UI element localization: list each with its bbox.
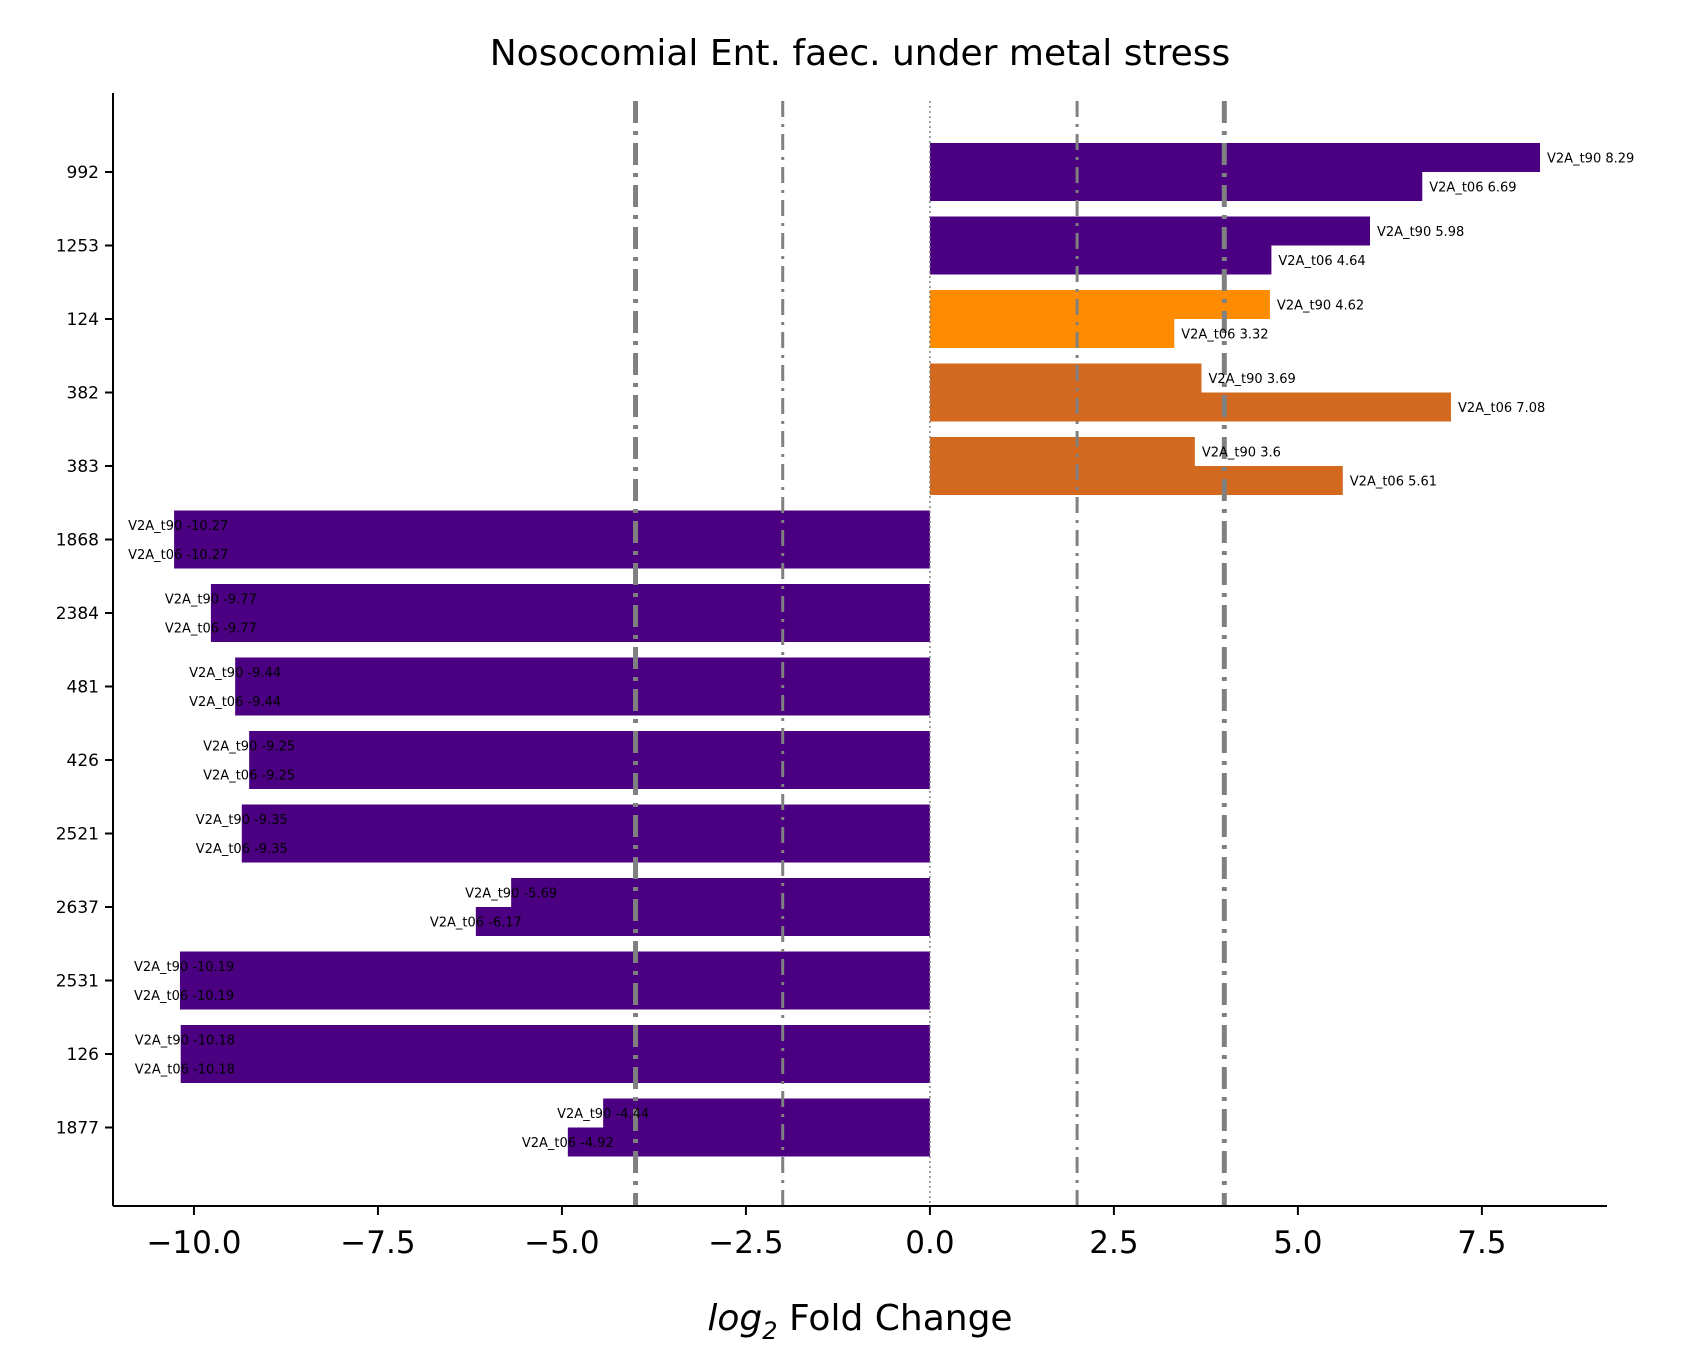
bar-label-2531-V2A_t90: V2A_t90 -10.19 [134,960,234,975]
bar-2637-V2A_t06 [475,907,930,936]
bar-992-V2A_t06 [929,172,1423,201]
bar-label-382-V2A_t90: V2A_t90 3.69 [1208,372,1295,387]
x-tick-label-3: −2.5 [708,1225,783,1261]
x-tick-label-2: −5.0 [524,1225,599,1261]
bar-383-V2A_t06 [929,466,1343,495]
bar-124-V2A_t06 [929,319,1175,348]
y-tick-label-426: 426 [67,751,99,771]
bar-label-2521-V2A_t06: V2A_t06 -9.35 [196,842,288,857]
bar-2384-V2A_t06 [210,613,930,642]
bar-383-V2A_t90 [929,437,1195,466]
plot-area: V2A_t90 8.29 V2A_t06 6.69 V2A_t90 5.98 V2A_… [128,101,1634,1206]
bar-1868-V2A_t06 [174,539,930,569]
bar-label-126-V2A_t90: V2A_t90 -10.18 [135,1034,235,1049]
bar-label-426-V2A_t06: V2A_t06 -9.25 [203,769,295,784]
bar-2531-V2A_t90 [179,951,930,981]
bar-2637-V2A_t90 [511,878,930,907]
bar-label-382-V2A_t06: V2A_t06 7.08 [1458,401,1545,416]
x-axis-label: log2 Fold Change [707,1298,1012,1345]
bar-426-V2A_t90 [249,731,930,760]
y-tick-label-124: 124 [67,310,99,330]
x-axis-label-subscript: 2 [762,1317,777,1345]
y-tick-label-1868: 1868 [56,531,99,551]
bar-label-1877-V2A_t06: V2A_t06 -4.92 [522,1136,614,1151]
bar-label-2384-V2A_t90: V2A_t90 -9.77 [165,593,257,608]
bar-label-481-V2A_t06: V2A_t06 -9.44 [189,695,281,710]
x-axis-label-rest: Fold Change [778,1298,1013,1339]
x-tick-label-6: 5.0 [1273,1225,1322,1261]
bar-481-V2A_t06 [235,686,930,716]
bar-label-124-V2A_t90: V2A_t90 4.62 [1277,299,1364,314]
y-tick-label-2637: 2637 [56,898,99,918]
bar-label-2531-V2A_t06: V2A_t06 -10.19 [134,989,234,1004]
bar-label-2521-V2A_t90: V2A_t90 -9.35 [196,813,288,828]
bar-label-2637-V2A_t90: V2A_t90 -5.69 [465,887,557,902]
bar-label-1253-V2A_t90: V2A_t90 5.98 [1377,225,1464,240]
bar-label-426-V2A_t90: V2A_t90 -9.25 [203,740,295,755]
y-tick-label-992: 992 [67,163,99,183]
bar-2531-V2A_t06 [179,980,930,1010]
bar-label-1253-V2A_t06: V2A_t06 4.64 [1278,254,1365,269]
y-tick-label-1253: 1253 [56,237,99,257]
y-tick-label-2521: 2521 [56,825,99,845]
bar-label-383-V2A_t90: V2A_t90 3.6 [1202,446,1281,461]
bar-2384-V2A_t90 [210,584,930,613]
y-tick-label-2531: 2531 [56,972,99,992]
x-tick-label-4: 0.0 [905,1225,954,1261]
bar-126-V2A_t06 [180,1054,930,1083]
bar-label-481-V2A_t90: V2A_t90 -9.44 [189,666,281,681]
y-tick-label-126: 126 [67,1045,99,1065]
chart-title: Nosocomial Ent. faec. under metal stress [490,33,1231,74]
y-tick-label-481: 481 [67,678,99,698]
bar-label-1868-V2A_t90: V2A_t90 -10.27 [128,519,228,534]
bar-126-V2A_t90 [180,1025,930,1054]
x-tick-label-7: 7.5 [1457,1225,1506,1261]
bar-2521-V2A_t90 [241,804,930,834]
bar-124-V2A_t90 [929,290,1270,319]
bar-label-2384-V2A_t06: V2A_t06 -9.77 [165,622,257,637]
bar-label-124-V2A_t06: V2A_t06 3.32 [1181,328,1268,343]
bar-1868-V2A_t90 [174,510,930,540]
bar-382-V2A_t90 [929,363,1202,393]
bar-label-1868-V2A_t06: V2A_t06 -10.27 [128,548,228,563]
y-tick-label-1877: 1877 [56,1119,99,1139]
bar-label-992-V2A_t06: V2A_t06 6.69 [1429,181,1516,196]
x-axis-label-log: log [707,1298,762,1339]
y-tick-label-2384: 2384 [56,604,99,624]
x-tick-label-5: 2.5 [1089,1225,1138,1261]
bar-label-1877-V2A_t90: V2A_t90 -4.44 [557,1107,649,1122]
bar-label-2637-V2A_t06: V2A_t06 -6.17 [430,916,522,931]
y-tick-label-382: 382 [67,384,99,404]
bar-382-V2A_t06 [929,392,1451,422]
bar-1877-V2A_t06 [567,1127,930,1157]
bar-label-992-V2A_t90: V2A_t90 8.29 [1547,152,1634,167]
x-tick-label-0: −10.0 [146,1225,241,1261]
bar-1253-V2A_t06 [929,245,1272,275]
bar-1877-V2A_t90 [603,1098,930,1128]
bar-481-V2A_t90 [235,657,930,687]
x-tick-label-1: −7.5 [340,1225,415,1261]
bar-label-383-V2A_t06: V2A_t06 5.61 [1350,475,1437,490]
y-tick-label-383: 383 [67,457,99,477]
bar-1253-V2A_t90 [929,216,1371,246]
bar-2521-V2A_t06 [241,833,930,863]
bar-426-V2A_t06 [249,760,930,789]
bar-label-126-V2A_t06: V2A_t06 -10.18 [135,1063,235,1078]
bar-992-V2A_t90 [929,143,1541,172]
